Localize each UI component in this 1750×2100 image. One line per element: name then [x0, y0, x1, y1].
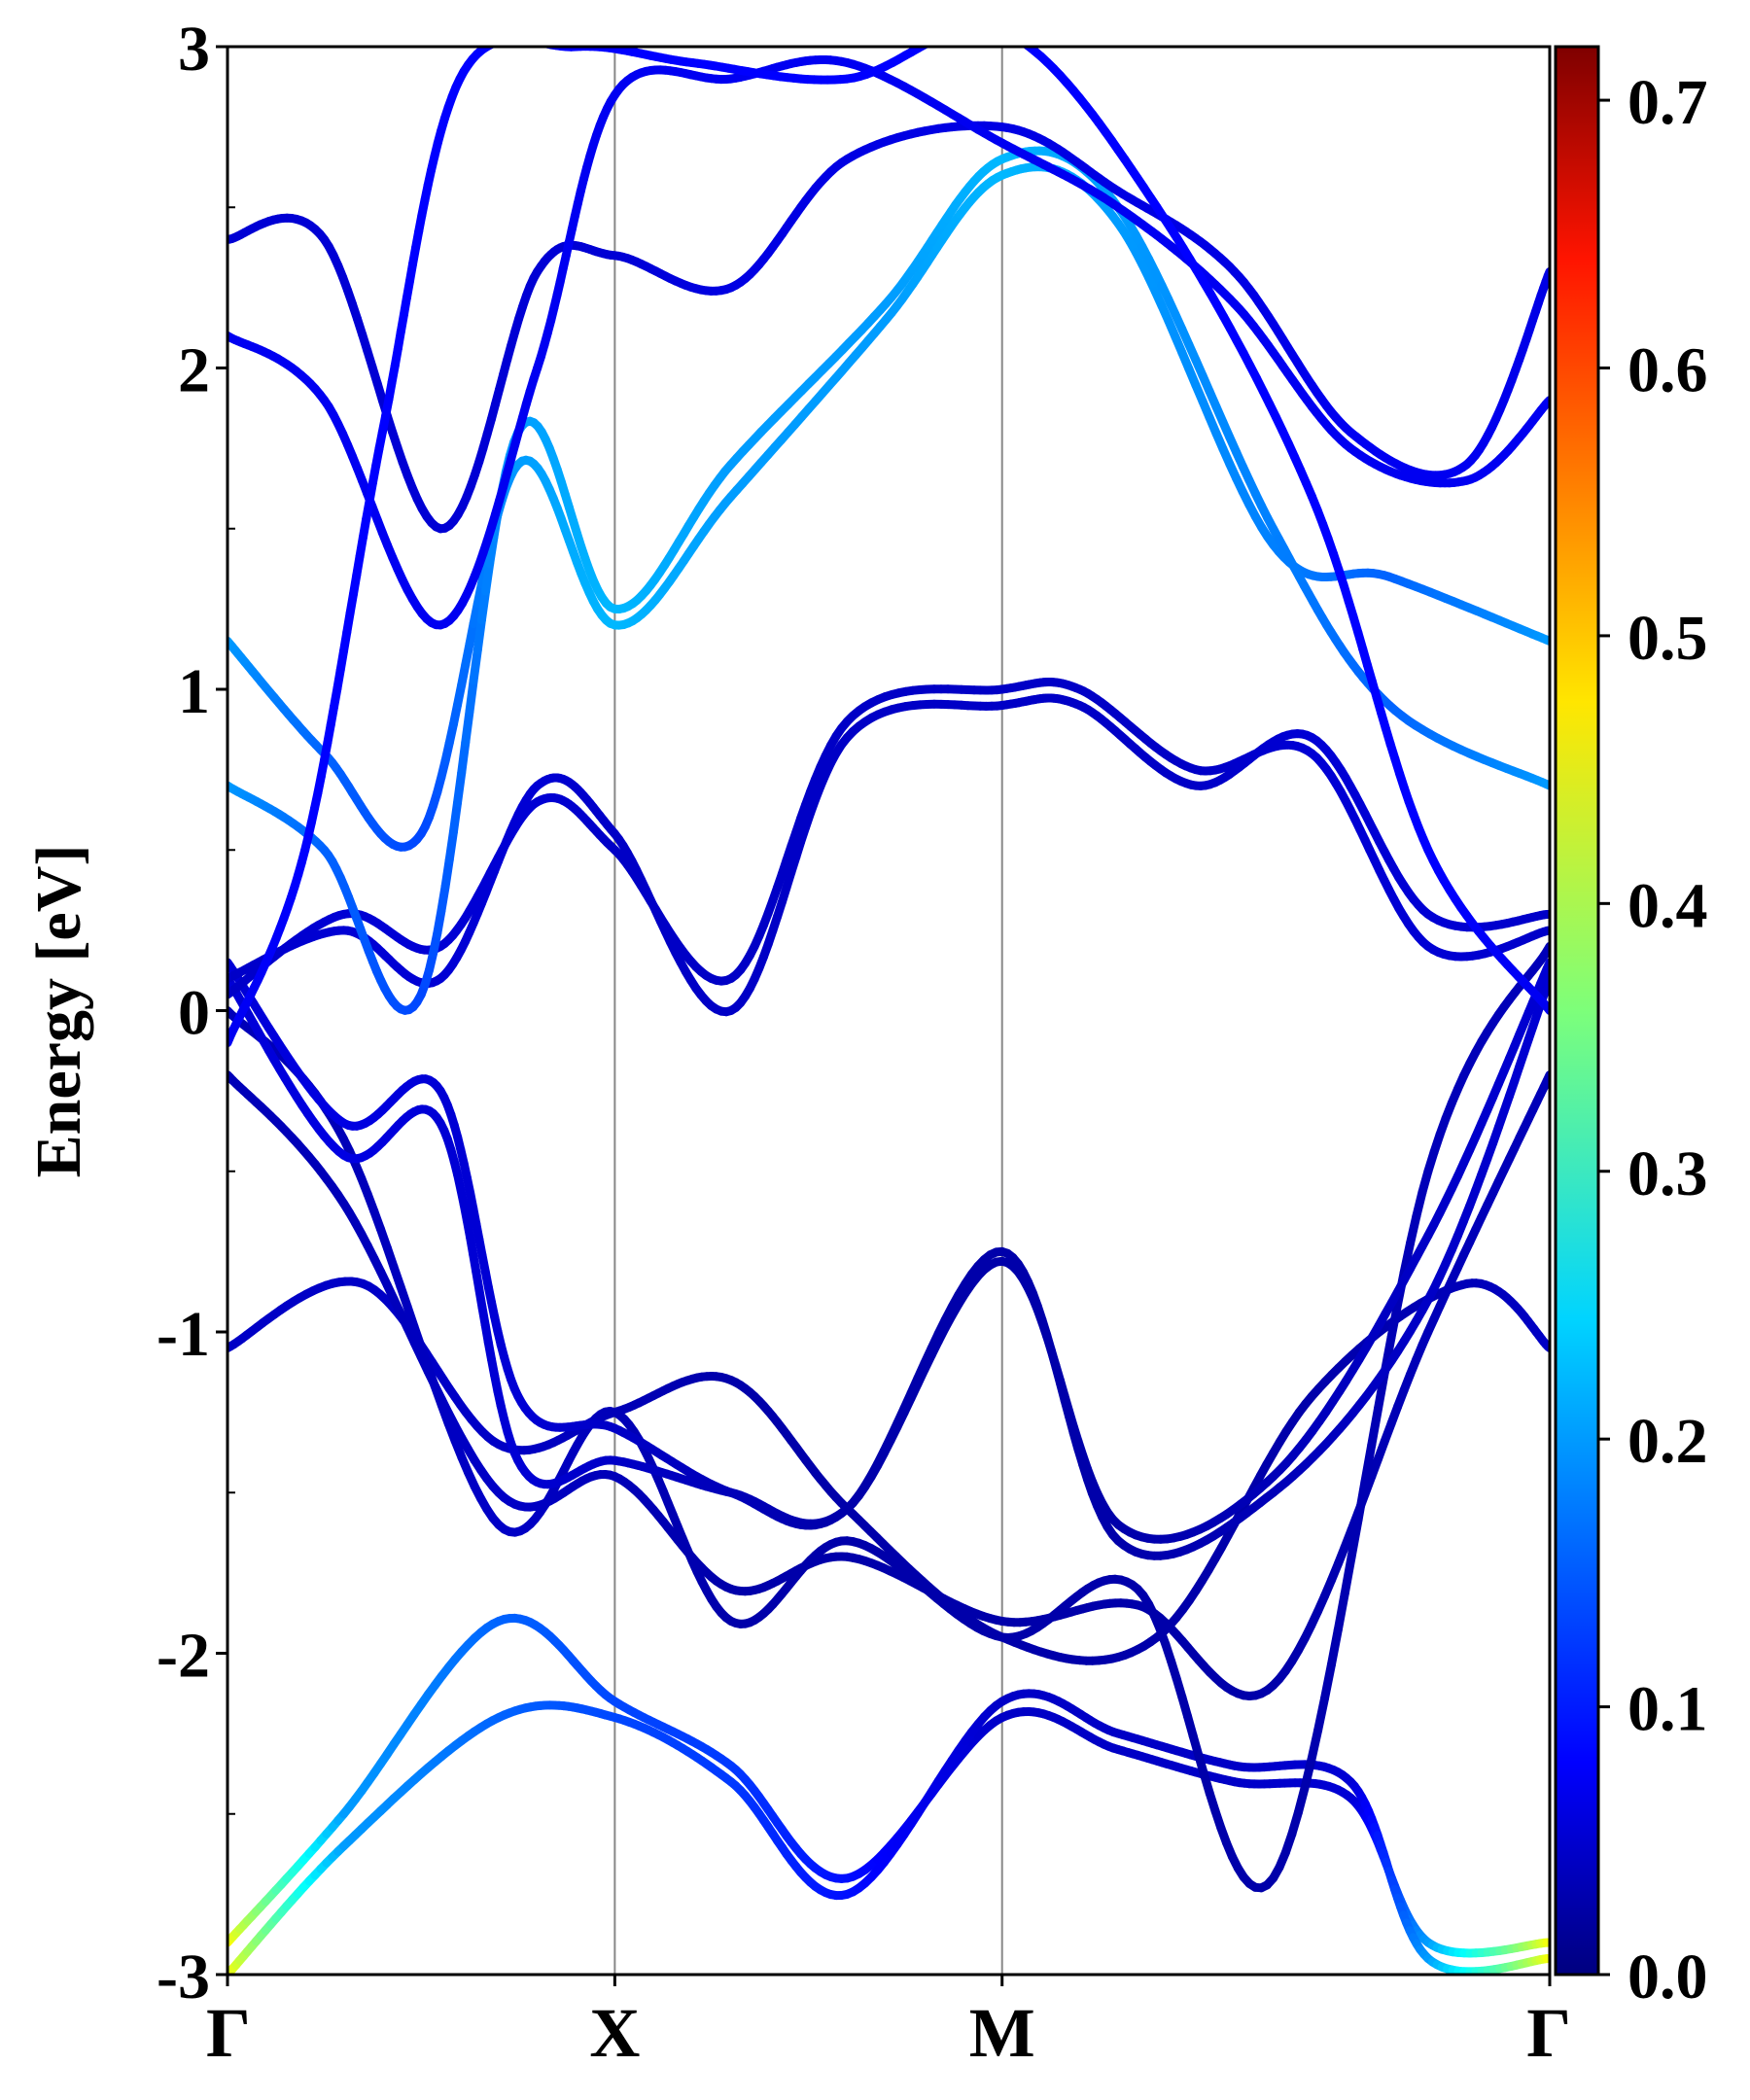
- band-segment: [457, 738, 471, 778]
- band-segment: [472, 615, 486, 654]
- x-tick-label: Γ: [206, 1994, 251, 2072]
- colorbar: 0.0 0.1 0.2 0.3 0.4 0.5 0.6 0.7: [1554, 45, 1708, 2012]
- band-segment: [989, 27, 996, 29]
- band-segment: [996, 28, 1002, 30]
- band-13: [228, 55, 1550, 630]
- band-segment: [1015, 37, 1022, 41]
- band-segment: [444, 827, 458, 865]
- band-segment: [1347, 1515, 1363, 1561]
- band-segment: [448, 798, 462, 837]
- band-segment: [537, 47, 543, 48]
- colorbar-tick-label: 0.3: [1628, 1138, 1708, 1209]
- band-segment: [539, 47, 550, 49]
- band-segment: [1386, 1300, 1403, 1343]
- band-segment: [1367, 1403, 1383, 1450]
- band-segment: [944, 32, 951, 35]
- colorbar-tick-label: 0.1: [1628, 1674, 1708, 1745]
- band-segment: [461, 707, 474, 747]
- plot-area: [226, 26, 1552, 1977]
- y-tick-label: -2: [157, 1621, 210, 1692]
- band-9: [228, 693, 1550, 1017]
- band-segment: [440, 856, 454, 892]
- colorbar-tick-label: 0.0: [1628, 1942, 1708, 2012]
- colorbar-ticks: 0.0 0.1 0.2 0.3 0.4 0.5 0.6 0.7: [1598, 67, 1708, 2012]
- band-segment: [1353, 1477, 1370, 1524]
- colorbar-gradient: [1554, 45, 1600, 1977]
- colorbar-tick-label: 0.5: [1628, 603, 1708, 674]
- band-segment: [970, 26, 977, 27]
- band-12: [228, 121, 1550, 534]
- band-segment: [1399, 1239, 1415, 1278]
- band-segment: [521, 40, 526, 41]
- band-segment: [1313, 1694, 1329, 1735]
- high-symmetry-lines: [613, 47, 1003, 1975]
- band-segment: [531, 41, 536, 42]
- band-segment: [481, 559, 495, 596]
- band-segment: [951, 30, 958, 32]
- band-segment: [485, 533, 499, 569]
- band-segment: [1008, 34, 1015, 38]
- colorbar-tick-label: 0.6: [1628, 335, 1708, 406]
- y-axis: 3 2 1 0 -1 -2 -3: [157, 14, 235, 2012]
- band-lines: [228, 26, 1550, 1975]
- band-segment: [542, 47, 555, 50]
- x-tick-label: X: [589, 1994, 640, 2072]
- band-segment: [1300, 1756, 1316, 1793]
- y-tick-label: -3: [157, 1942, 210, 2012]
- band-segment: [526, 41, 531, 42]
- band-14: [228, 26, 1550, 1048]
- band-2: [228, 1689, 1550, 1975]
- y-tick-label: 1: [178, 656, 210, 727]
- band-segment: [963, 27, 970, 28]
- y-tick-label: 2: [178, 335, 210, 406]
- y-tick-label: -1: [157, 1299, 210, 1370]
- plot-background: [228, 47, 1550, 1975]
- band-segment: [487, 47, 498, 50]
- band-segment: [1002, 31, 1009, 34]
- colorbar-tick-label: 0.7: [1628, 67, 1708, 138]
- band-segment: [469, 646, 482, 685]
- band-segment: [983, 26, 990, 27]
- band-segment: [937, 35, 944, 38]
- band-segment: [453, 768, 467, 808]
- band-segment: [1326, 1625, 1343, 1669]
- band-segment: [1340, 1552, 1356, 1598]
- band-segment: [1333, 1589, 1349, 1634]
- band-segment: [465, 676, 478, 717]
- band-7: [228, 958, 1550, 1544]
- colorbar-tick-label: 0.4: [1628, 870, 1708, 941]
- x-tick-label: M: [969, 1994, 1035, 2072]
- y-tick-label: 3: [178, 14, 210, 85]
- band-segment: [1360, 1440, 1377, 1487]
- band-segment: [1320, 1660, 1336, 1703]
- band-segment: [1021, 47, 1032, 51]
- band-segment: [476, 586, 491, 625]
- y-tick-label: 0: [178, 978, 210, 1049]
- x-tick-label: Γ: [1526, 1994, 1571, 2072]
- band-segment: [494, 47, 498, 48]
- band-segment: [1307, 1726, 1323, 1765]
- band-segment: [501, 40, 506, 41]
- colorbar-tick-label: 0.2: [1628, 1406, 1708, 1477]
- band-segment: [931, 38, 938, 41]
- band-segment: [957, 28, 963, 30]
- band-segment: [921, 47, 930, 50]
- band-segment: [1406, 1211, 1421, 1248]
- y-axis-label: Energy [eV]: [23, 845, 94, 1178]
- band-5: [228, 941, 1550, 1893]
